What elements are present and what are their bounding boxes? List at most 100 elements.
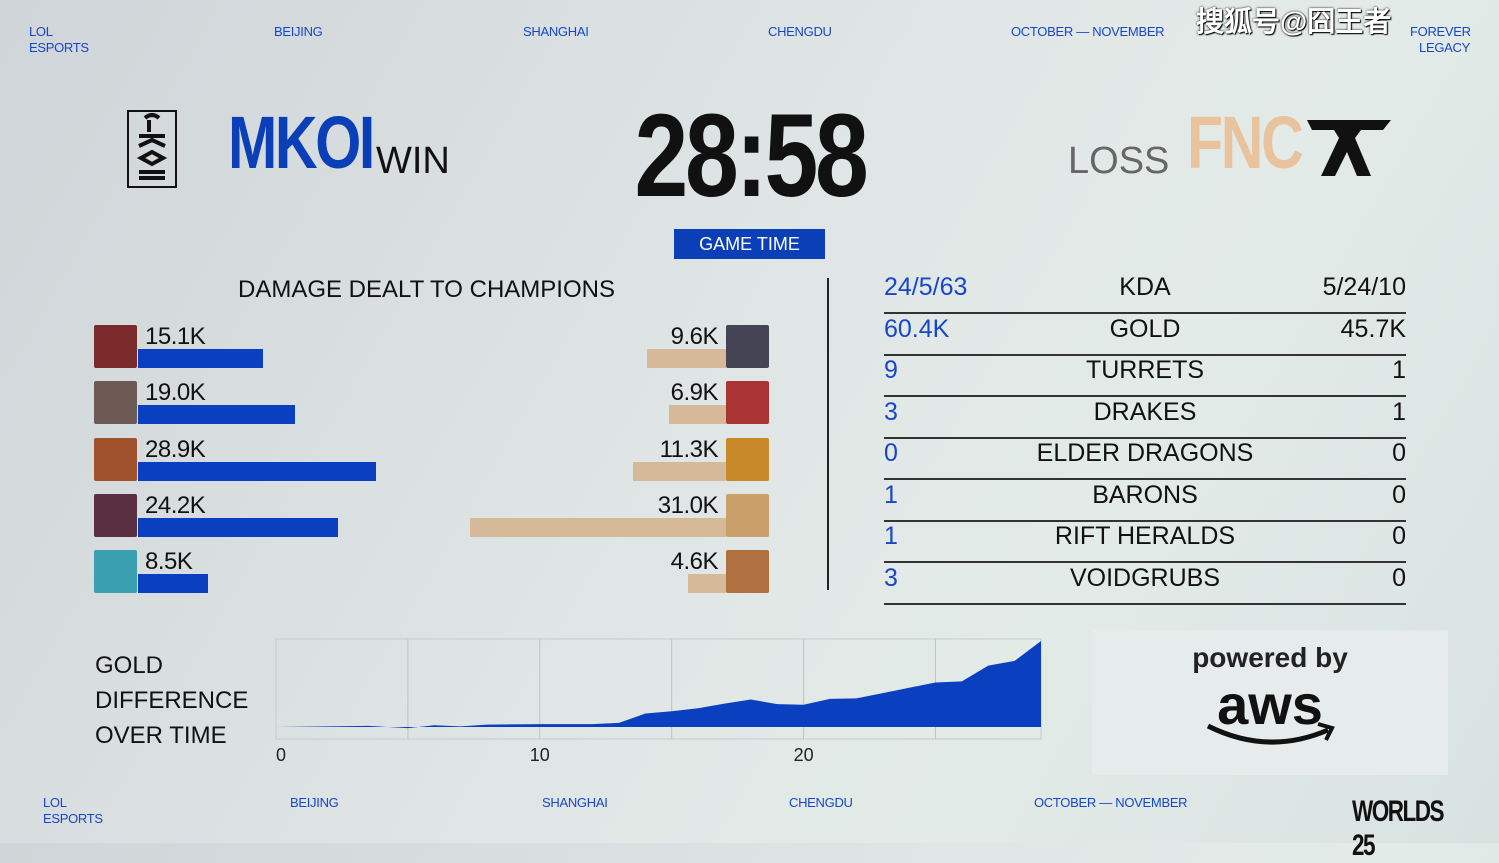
left-damage-value: 15.1K (145, 323, 205, 351)
mkoi-logo-icon (127, 110, 177, 188)
stat-label: GOLD (884, 315, 1406, 344)
stat-label: TURRETS (884, 356, 1406, 385)
brand-line: LOL (43, 795, 103, 811)
stat-label: DRAKES (884, 398, 1406, 427)
powered-by: powered by (1092, 642, 1448, 674)
gold-difference-chart: 0 10 20 (270, 635, 1050, 770)
stat-right: 0 (1392, 564, 1406, 593)
stat-row: KDA 24/5/63 5/24/10 (884, 273, 1406, 314)
stat-row: DRAKES 3 1 (884, 398, 1406, 439)
stat-left: 9 (884, 356, 898, 385)
champion-portrait (94, 550, 137, 593)
fnatic-logo-icon (1305, 118, 1393, 183)
stat-row: ELDER DRAGONS 0 0 (884, 439, 1406, 480)
stat-right: 45.7K (1341, 315, 1406, 344)
right-team-result: LOSS (1068, 140, 1169, 183)
stat-label: ELDER DRAGONS (884, 439, 1406, 468)
stat-label: BARONS (884, 481, 1406, 510)
left-damage-bar (138, 518, 338, 537)
nav-item: OCTOBER — NOVEMBER (1034, 795, 1187, 811)
stat-row: VOIDGRUBS 3 0 (884, 564, 1406, 605)
champion-portrait (726, 325, 769, 368)
left-damage-bar (138, 349, 263, 368)
worlds-logo: WORLDS 25 (1352, 795, 1462, 863)
stat-label: RIFT HERALDS (884, 522, 1406, 551)
left-damage-value: 19.0K (145, 379, 205, 407)
left-damage-bar (138, 574, 208, 593)
stat-left: 1 (884, 481, 898, 510)
right-damage-bar (669, 405, 726, 424)
divider (827, 278, 829, 590)
right-damage-value: 31.0K (658, 492, 718, 520)
stat-right: 0 (1392, 439, 1406, 468)
right-damage-value: 11.3K (660, 436, 718, 464)
left-team-result: WIN (376, 140, 450, 183)
stat-right: 1 (1392, 398, 1406, 427)
champion-portrait (94, 494, 137, 537)
nav-item: SHANGHAI (542, 795, 608, 811)
x-tick-label: 20 (794, 745, 814, 765)
stat-right: 1 (1392, 356, 1406, 385)
stat-left: 3 (884, 398, 898, 427)
nav-item: BEIJING (274, 24, 322, 40)
champion-portrait (94, 438, 137, 481)
stat-right: 0 (1392, 522, 1406, 551)
aws-logo: aws (1092, 674, 1448, 736)
right-damage-bar (633, 462, 726, 481)
champion-portrait (726, 550, 769, 593)
stat-row: BARONS 1 0 (884, 481, 1406, 522)
stat-left: 0 (884, 439, 898, 468)
stat-right: 5/24/10 (1323, 273, 1406, 302)
nav-item: CHENGDU (789, 795, 853, 811)
champion-portrait (94, 325, 137, 368)
left-damage-value: 24.2K (145, 492, 205, 520)
watermark: 搜狐号@囧王者 (1196, 6, 1391, 38)
stat-left: 1 (884, 522, 898, 551)
nav-item: CHENGDU (768, 24, 832, 40)
left-damage-bar (138, 462, 376, 481)
left-damage-value: 8.5K (145, 548, 192, 576)
right-damage-value: 6.9K (671, 379, 718, 407)
title-line: DIFFERENCE (95, 683, 248, 718)
title-line: GOLD (95, 648, 248, 683)
right-damage-bar (647, 349, 726, 368)
stat-left: 60.4K (884, 315, 949, 344)
right-damage-bar (688, 574, 726, 593)
gold-area (276, 641, 1041, 728)
brand-line: LOL (29, 24, 89, 40)
stat-label: VOIDGRUBS (884, 564, 1406, 593)
left-team-name: MKOI (228, 100, 373, 185)
right-damage-value: 4.6K (671, 548, 718, 576)
nav-item: OCTOBER — NOVEMBER (1011, 24, 1164, 40)
x-tick-label: 0 (276, 745, 286, 765)
champion-portrait (726, 438, 769, 481)
nav-item: BEIJING (290, 795, 338, 811)
champion-portrait (94, 381, 137, 424)
x-tick-label: 10 (530, 745, 550, 765)
champion-portrait (726, 494, 769, 537)
damage-title: DAMAGE DEALT TO CHAMPIONS (238, 276, 615, 304)
champion-portrait (726, 381, 769, 424)
right-damage-bar (470, 518, 726, 537)
stat-left: 24/5/63 (884, 273, 967, 302)
stat-right: 0 (1392, 481, 1406, 510)
brand-line: ESPORTS (43, 811, 103, 827)
right-team-name: FNC (1187, 100, 1301, 185)
gold-chart-title: GOLD DIFFERENCE OVER TIME (95, 648, 248, 753)
stat-row: TURRETS 9 1 (884, 356, 1406, 397)
game-time-label: GAME TIME (674, 229, 825, 259)
left-damage-bar (138, 405, 295, 424)
brand-line: ESPORTS (29, 40, 89, 56)
tagline: LEGACY (1410, 40, 1470, 56)
stat-row: GOLD 60.4K 45.7K (884, 315, 1406, 356)
title-line: OVER TIME (95, 718, 248, 753)
game-timer: 28:58 (586, 88, 914, 224)
stat-left: 3 (884, 564, 898, 593)
stat-row: RIFT HERALDS 1 0 (884, 522, 1406, 563)
left-damage-value: 28.9K (145, 436, 205, 464)
nav-item: SHANGHAI (523, 24, 589, 40)
tagline: FOREVER (1410, 24, 1470, 40)
